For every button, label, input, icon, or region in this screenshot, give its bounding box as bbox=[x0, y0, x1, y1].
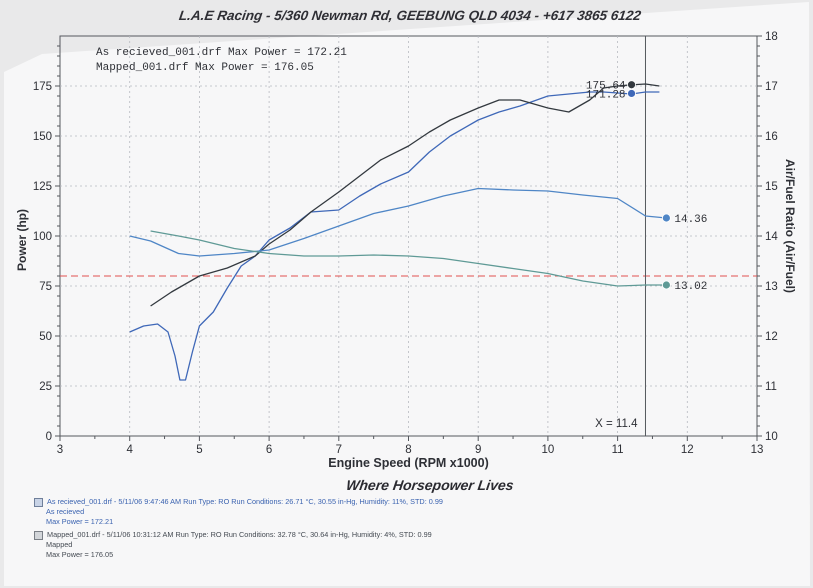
legend-entry-mapped: Mapped_001.drf Max Power = 176.05 bbox=[96, 62, 314, 74]
x-tick-label: 11 bbox=[612, 444, 624, 456]
run-name: Mapped bbox=[46, 540, 73, 549]
series-line bbox=[129, 91, 660, 381]
y-tick-label: 175 bbox=[33, 81, 52, 93]
run-checkbox-icon[interactable] bbox=[34, 530, 43, 540]
marker-value-label: 14.36 bbox=[674, 214, 707, 226]
y-tick-label: 0 bbox=[46, 431, 52, 443]
x-tick-label: 6 bbox=[266, 444, 272, 456]
series-line bbox=[129, 187, 667, 257]
x-tick-label: 3 bbox=[57, 444, 63, 456]
series-marker bbox=[661, 280, 671, 290]
y-tick-label: 100 bbox=[33, 231, 52, 243]
footer-title: Where Horsepower Lives bbox=[345, 477, 515, 493]
y-axis-label: Power (hp) bbox=[15, 209, 29, 271]
y2-tick-label: 16 bbox=[765, 131, 778, 143]
marker-value-label: 171.28 bbox=[586, 89, 626, 101]
series-line bbox=[150, 83, 660, 307]
y-tick-label: 75 bbox=[39, 281, 52, 293]
x-tick-label: 4 bbox=[126, 444, 133, 456]
series-marker bbox=[661, 213, 671, 223]
y2-tick-label: 14 bbox=[765, 231, 778, 243]
y2-tick-label: 15 bbox=[765, 181, 778, 193]
y-tick-label: 50 bbox=[39, 331, 52, 343]
run-max-power: Max Power = 176.05 bbox=[46, 550, 114, 559]
y2-tick-label: 11 bbox=[765, 381, 777, 393]
y-tick-label: 150 bbox=[33, 131, 52, 143]
y2-tick-label: 17 bbox=[765, 81, 778, 93]
run-max-power: Max Power = 172.21 bbox=[46, 517, 114, 526]
x-tick-label: 5 bbox=[196, 444, 202, 456]
run-name: As recieved bbox=[46, 507, 85, 516]
run-info-mapped: Mapped_001.drf - 5/11/06 10:31:12 AM Run… bbox=[34, 530, 432, 560]
run-info-text: As recieved_001.drf - 5/11/06 9:47:46 AM… bbox=[47, 497, 443, 506]
marker-value-label: 13.02 bbox=[674, 281, 707, 293]
series-marker bbox=[627, 80, 636, 90]
x-tick-label: 8 bbox=[405, 444, 411, 456]
y-tick-label: 25 bbox=[39, 381, 52, 393]
marker-value-label: 175.64 bbox=[586, 81, 626, 93]
series-line bbox=[150, 230, 667, 287]
run-checkbox-icon[interactable] bbox=[34, 497, 43, 507]
x-tick-label: 13 bbox=[751, 444, 764, 456]
x-tick-label: 7 bbox=[336, 444, 342, 456]
x-tick-label: 10 bbox=[542, 444, 555, 456]
y2-tick-label: 10 bbox=[765, 431, 778, 443]
dyno-sheet-paper bbox=[4, 2, 810, 586]
y2-axis-label: Air/Fuel Ratio (Air/Fuel) bbox=[783, 159, 797, 293]
legend-entry-as-recieved: As recieved_001.drf Max Power = 172.21 bbox=[96, 47, 347, 59]
series-marker bbox=[627, 89, 636, 98]
y2-tick-label: 12 bbox=[765, 331, 778, 343]
run-info-as-recieved: As recieved_001.drf - 5/11/06 9:47:46 AM… bbox=[34, 497, 443, 527]
x-tick-label: 9 bbox=[475, 444, 481, 456]
x-axis-label: Engine Speed (RPM x1000) bbox=[328, 456, 488, 470]
y-tick-label: 125 bbox=[33, 181, 52, 193]
cursor-label: X = 11.4 bbox=[595, 418, 638, 430]
x-tick-label: 12 bbox=[681, 444, 694, 456]
y2-tick-label: 13 bbox=[765, 281, 778, 293]
run-info-text: Mapped_001.drf - 5/11/06 10:31:12 AM Run… bbox=[47, 530, 432, 539]
y2-tick-label: 18 bbox=[765, 31, 778, 43]
